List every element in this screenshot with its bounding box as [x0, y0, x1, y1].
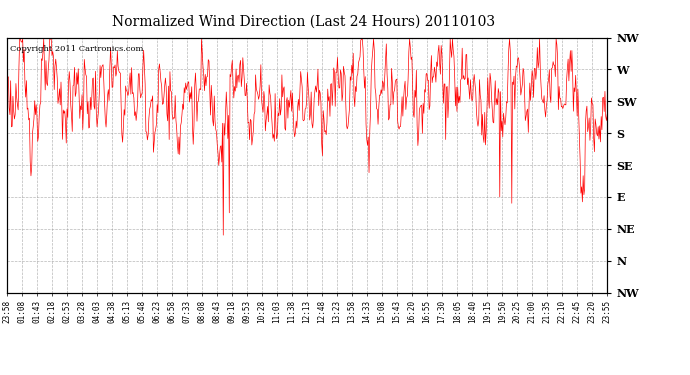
Text: Copyright 2011 Cartronics.com: Copyright 2011 Cartronics.com	[10, 45, 144, 53]
Text: Normalized Wind Direction (Last 24 Hours) 20110103: Normalized Wind Direction (Last 24 Hours…	[112, 15, 495, 29]
